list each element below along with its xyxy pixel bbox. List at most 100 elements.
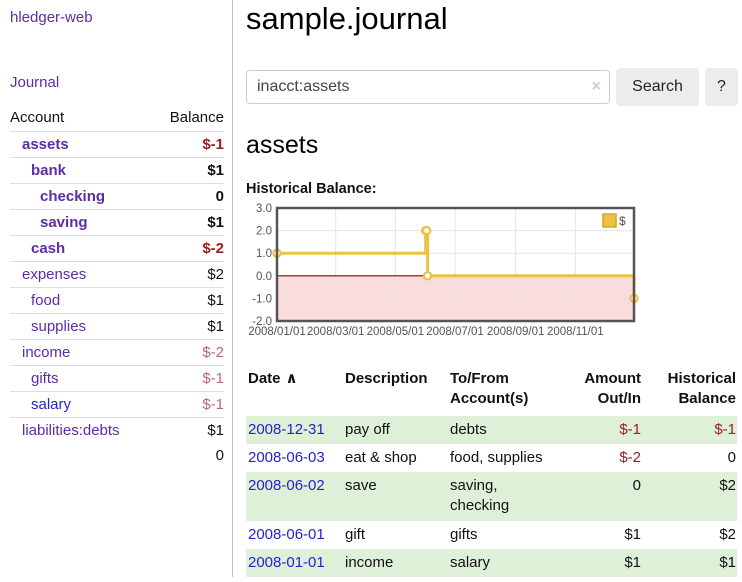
- account-row: liabilities:debts $1: [10, 417, 224, 443]
- sidebar-account-link[interactable]: saving: [40, 214, 88, 231]
- register-row: 2008-06-02 save saving, checking 0 $2: [246, 472, 737, 521]
- register-header-balance: Historical Balance: [667, 370, 736, 408]
- help-button[interactable]: ?: [705, 68, 738, 107]
- accounts-header-account: Account: [10, 106, 154, 132]
- account-balance: $-2: [153, 339, 224, 366]
- account-balance: $1: [153, 313, 224, 340]
- register-header-accounts: To/From Account(s): [450, 370, 529, 408]
- register-accounts: debts: [450, 420, 487, 438]
- register-header-description: Description: [345, 370, 428, 388]
- register-row: 2008-06-01 gift gifts $1 $2: [246, 521, 737, 549]
- account-balance: $-1: [153, 391, 224, 418]
- account-heading: assets: [246, 131, 319, 160]
- account-row: food $1: [10, 287, 224, 314]
- accounts-total-spacer: [10, 443, 153, 468]
- register-row: 2008-12-31 pay off debts $-1 $-1: [246, 415, 737, 444]
- sidebar-account-link[interactable]: expenses: [22, 266, 87, 283]
- register-date-link[interactable]: 2008-01-01: [248, 553, 325, 571]
- date-header-label: Date: [248, 370, 281, 388]
- register-amount: $1: [624, 553, 641, 571]
- svg-text:-2.0: -2.0: [252, 316, 272, 328]
- register-date-link[interactable]: 2008-06-01: [248, 525, 325, 543]
- account-row: checking 0: [10, 183, 224, 210]
- search-button[interactable]: Search: [616, 68, 699, 107]
- account-balance: $-1: [202, 136, 224, 153]
- account-row: salary $-1: [10, 391, 224, 418]
- sidebar-item-journal[interactable]: Journal: [10, 74, 60, 91]
- register-balance: $-1: [714, 420, 736, 438]
- sidebar-account-link[interactable]: cash: [31, 240, 66, 257]
- page-title: sample.journal: [246, 1, 448, 36]
- sidebar: hledger-web Journal Account Balance asse…: [0, 0, 233, 578]
- sidebar-account-link[interactable]: supplies: [31, 318, 87, 335]
- account-balance: 0: [153, 183, 224, 210]
- historical-balance-chart[interactable]: 3.0 2.0 1.0 0.0 -1.0 -2.0 2008/01/01 2008/03/01…: [246, 202, 742, 347]
- sidebar-account-link[interactable]: income: [22, 344, 71, 361]
- account-balance: $1: [153, 417, 224, 443]
- register-amount: $1: [624, 525, 641, 543]
- register-description: eat & shop: [345, 448, 417, 466]
- register-header-amount: Amount Out/In: [584, 370, 641, 408]
- register-description: gift: [345, 525, 366, 543]
- register-accounts: gifts: [450, 525, 478, 543]
- account-balance: $-1: [153, 365, 224, 392]
- register-description: save: [345, 477, 377, 495]
- register-date-link[interactable]: 2008-06-02: [248, 477, 325, 495]
- register-accounts: saving, checking: [450, 477, 510, 515]
- brand-link[interactable]: hledger-web: [10, 9, 93, 26]
- svg-text:2008/07/01: 2008/07/01: [426, 326, 484, 338]
- register-amount: 0: [632, 477, 641, 495]
- accounts-header-balance: Balance: [153, 106, 224, 132]
- sidebar-account-link[interactable]: assets: [22, 136, 69, 153]
- register-accounts: salary: [450, 553, 491, 571]
- register-balance: $1: [719, 553, 736, 571]
- sort-ascending-icon: ∧: [285, 370, 298, 388]
- svg-text:-1.0: -1.0: [252, 293, 272, 305]
- register-description: pay off: [345, 420, 390, 438]
- account-balance: $1: [153, 209, 224, 236]
- svg-text:2008/01/01: 2008/01/01: [248, 326, 306, 338]
- svg-text:2008/09/01: 2008/09/01: [487, 326, 545, 338]
- register-accounts: food, supplies: [450, 448, 543, 466]
- search-input[interactable]: [246, 70, 610, 105]
- account-row: gifts $-1: [10, 365, 224, 392]
- account-row: saving $1: [10, 209, 224, 236]
- svg-text:2.0: 2.0: [256, 226, 272, 238]
- account-row: assets $-1: [10, 132, 224, 158]
- sidebar-account-link[interactable]: bank: [31, 162, 67, 179]
- account-row: expenses $2: [10, 261, 224, 288]
- svg-text:3.0: 3.0: [256, 203, 272, 215]
- sidebar-account-link[interactable]: checking: [40, 188, 106, 205]
- accounts-table: Account Balance assets $-1 bank $1 checking 0…: [10, 106, 224, 468]
- sidebar-account-link[interactable]: liabilities:debts: [22, 422, 120, 439]
- register-description: income: [345, 553, 394, 571]
- account-balance: $2: [153, 261, 224, 288]
- register-balance: $2: [719, 525, 736, 543]
- register-header-date[interactable]: Date ∧: [246, 367, 343, 416]
- register-amount: $-1: [619, 420, 641, 438]
- register-row: 2008-01-01 income salary $1 $1: [246, 548, 737, 578]
- svg-text:2008/11/01: 2008/11/01: [547, 326, 604, 338]
- account-row: cash $-2: [10, 235, 224, 262]
- register-balance: 0: [727, 448, 736, 466]
- account-row: supplies $1: [10, 313, 224, 340]
- svg-text:2008/05/01: 2008/05/01: [367, 326, 425, 338]
- clear-search-icon[interactable]: ×: [591, 78, 601, 96]
- register-table: Date ∧ Description To/From Account(s) Amo…: [246, 367, 737, 578]
- accounts-total-row: 0: [10, 443, 224, 468]
- svg-text:0.0: 0.0: [256, 271, 272, 283]
- sidebar-account-link[interactable]: salary: [31, 396, 72, 413]
- svg-text:1.0: 1.0: [256, 248, 272, 260]
- search-form: × Search ?: [246, 68, 742, 107]
- register-row: 2008-06-03 eat & shop food, supplies $-2 0: [246, 444, 737, 472]
- register-date-link[interactable]: 2008-12-31: [248, 420, 325, 438]
- sidebar-account-link[interactable]: gifts: [31, 370, 59, 387]
- account-row: income $-2: [10, 339, 224, 366]
- sidebar-account-link[interactable]: food: [31, 292, 61, 309]
- account-balance: $1: [153, 287, 224, 314]
- account-balance: $-2: [153, 235, 224, 262]
- account-row: bank $1: [10, 157, 224, 184]
- register-date-link[interactable]: 2008-06-03: [248, 448, 325, 466]
- svg-text:$: $: [619, 214, 626, 228]
